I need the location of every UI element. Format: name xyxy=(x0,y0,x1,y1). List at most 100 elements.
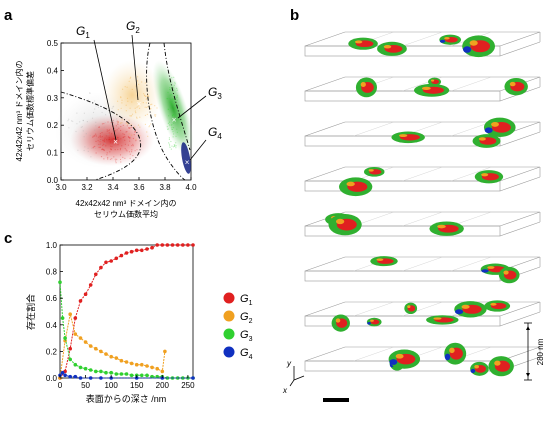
series-point-g2 xyxy=(155,366,159,371)
scatter-dot xyxy=(146,113,148,115)
series-point-g4 xyxy=(60,370,65,375)
scatter-dot xyxy=(168,98,170,100)
scatter-dot xyxy=(144,95,147,98)
scatter-dot xyxy=(101,123,103,125)
series-point-g3 xyxy=(99,369,103,374)
series-point-g3 xyxy=(140,373,144,378)
slice-box-front xyxy=(304,180,501,192)
series-point-g1 xyxy=(104,260,108,265)
x-tick-label: 50 xyxy=(81,381,90,390)
scatter-dot xyxy=(80,126,82,128)
scatter-dot xyxy=(94,134,96,136)
y-tick-label: 0.0 xyxy=(46,374,58,383)
scatter-dot xyxy=(145,102,147,104)
scatter-dot xyxy=(108,129,110,131)
scatter-dot xyxy=(171,114,174,117)
series-point-g1 xyxy=(83,292,88,297)
scatter-dot xyxy=(176,131,178,133)
scatter-dot xyxy=(168,115,170,117)
series-point-g1 xyxy=(99,265,103,270)
scatter-dot xyxy=(138,83,140,85)
cluster-center-marker-g2: × xyxy=(137,99,142,108)
panel-a-letter: a xyxy=(4,7,13,24)
scatter-dot xyxy=(115,140,117,142)
series-point-g2 xyxy=(119,358,124,363)
scatter-dot xyxy=(174,145,176,147)
series-point-g4 xyxy=(99,376,103,380)
scatter-dot xyxy=(103,143,105,145)
scatter-dot xyxy=(171,126,173,128)
scatter-dot xyxy=(107,157,109,159)
scatter-dot xyxy=(150,104,152,106)
scatter-dot xyxy=(173,122,175,124)
panel-c-line-chart: 0 50 100 150 200 250 0.0 0.2 0.4 0.6 0.8 1.0 表面からの深… xyxy=(25,241,253,404)
domain-blob xyxy=(388,349,421,369)
slice-5 xyxy=(304,211,541,237)
scatter-dot xyxy=(121,102,123,104)
scatter-dot xyxy=(102,148,104,150)
scatter-dot xyxy=(127,100,129,102)
legend-marker-g3 xyxy=(223,328,235,340)
panel-a-label-g1: G1 xyxy=(76,24,90,40)
scatter-dot xyxy=(110,145,112,147)
panel-a-leader-g2 xyxy=(131,34,139,101)
scatter-dot xyxy=(116,118,118,120)
scatter-dot xyxy=(128,80,130,82)
scatter-dot xyxy=(101,111,103,114)
scatter-dot xyxy=(167,128,169,130)
domain-blob xyxy=(488,356,514,377)
scatter-dot xyxy=(72,120,74,122)
scatter-dot xyxy=(112,119,114,121)
scatter-dot xyxy=(126,131,128,133)
domain-blob xyxy=(470,361,489,376)
scatter-dot xyxy=(99,133,101,135)
slice-2 xyxy=(304,76,541,102)
scatter-dot xyxy=(125,104,127,106)
slice-box-front xyxy=(304,90,501,102)
series-point-g2 xyxy=(134,362,139,367)
scatter-dot xyxy=(171,77,173,79)
scatter-dot xyxy=(172,99,174,101)
scatter-dot xyxy=(115,130,117,132)
scatter-dot xyxy=(83,149,85,152)
scatter-dot xyxy=(92,136,94,138)
panel-a-cluster-centers: × × × × xyxy=(113,99,190,167)
scatter-dot xyxy=(170,98,172,101)
scatter-dot xyxy=(68,127,70,129)
scatter-dot xyxy=(174,115,176,117)
scatter-dot xyxy=(90,156,92,158)
scatter-dot xyxy=(173,133,175,135)
series-point-g4 xyxy=(63,373,67,378)
scatter-dot xyxy=(99,135,101,137)
scatter-dot xyxy=(95,125,97,127)
scatter-dot xyxy=(139,126,141,128)
scatter-dot xyxy=(110,122,112,124)
scatter-dot xyxy=(167,91,169,94)
scatter-dot xyxy=(136,106,138,108)
scatter-dot xyxy=(147,106,149,108)
scatter-dot xyxy=(111,142,113,144)
series-point-g1 xyxy=(145,247,149,251)
series-point-g3 xyxy=(94,369,98,374)
series-line-g2 xyxy=(59,314,166,379)
x-tick-label: 0 xyxy=(58,381,63,390)
scatter-dot xyxy=(174,83,176,85)
y-tick-label: 0.6 xyxy=(46,294,58,303)
scatter-dot xyxy=(141,81,143,83)
scatter-dot xyxy=(134,150,136,152)
scatter-dot xyxy=(128,127,131,129)
domain-blob xyxy=(462,35,496,58)
series-point-g1 xyxy=(73,316,78,320)
scatter-dot xyxy=(85,133,87,135)
scatter-dot xyxy=(111,138,113,140)
scatter-dot xyxy=(95,133,97,135)
scatter-dot xyxy=(169,101,171,103)
series-point-g3 xyxy=(104,370,108,375)
series-point-g2 xyxy=(99,349,103,354)
scatter-dot xyxy=(98,126,100,128)
series-point-g1 xyxy=(191,243,195,247)
scatter-dot xyxy=(94,100,96,102)
scatter-dot xyxy=(166,97,168,100)
scatter-dot xyxy=(129,136,131,139)
scatter-dot xyxy=(86,121,88,123)
